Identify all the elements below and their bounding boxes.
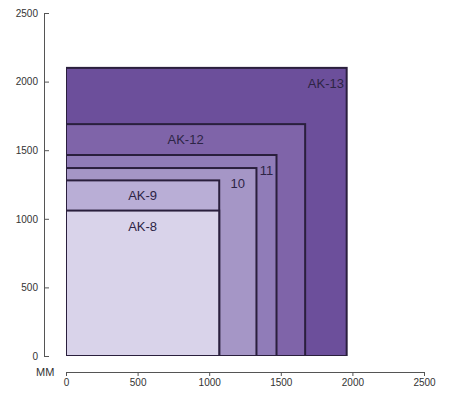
rectangles [66, 68, 347, 356]
x-tick-label: 2000 [342, 377, 365, 388]
rect-label: 11 [260, 163, 274, 178]
rect-labels: AK-8 AK-9 10 11 AK-12 AK-13 [128, 76, 344, 234]
y-tick-mark [44, 82, 49, 83]
y-tick: 0 [32, 351, 49, 362]
x-axis-title: MM [36, 366, 54, 378]
y-tick: 1500 [16, 145, 49, 156]
y-tick: 1000 [16, 214, 49, 225]
x-tick-label: 0 [64, 377, 70, 388]
y-tick-mark [44, 150, 49, 151]
x-tick: 1000 [199, 372, 222, 388]
y-tick-mark [44, 356, 49, 357]
x-tick: 2500 [413, 372, 436, 388]
x-axis: 0 500 1000 1500 2000 2500 [64, 372, 436, 388]
x-tick: 2000 [342, 372, 365, 388]
y-axis-line [44, 14, 45, 357]
size-rect [66, 211, 219, 356]
rect-label: AK-13 [308, 76, 344, 91]
x-tick: 500 [130, 372, 147, 388]
x-tick: 1500 [270, 372, 293, 388]
size-rect [66, 68, 347, 356]
x-tick-mark [424, 372, 425, 376]
y-tick-mark [44, 219, 49, 220]
x-tick-label: 500 [130, 377, 147, 388]
y-tick-label: 1500 [16, 145, 39, 156]
x-axis-line [67, 372, 425, 373]
rect-label: AK-12 [168, 132, 204, 147]
x-tick-mark [281, 372, 282, 376]
chart: 0 500 1000 1500 2000 2500 0 500 1000 1500 2000 2500… [0, 0, 449, 401]
y-tick: 2500 [16, 8, 49, 19]
y-tick-mark [44, 13, 49, 14]
y-tick-label: 2500 [16, 8, 39, 19]
size-rect [66, 124, 305, 356]
size-rect [66, 180, 219, 356]
rect-label: AK-9 [128, 188, 157, 203]
y-tick-label: 2000 [16, 76, 39, 87]
x-tick-mark [138, 372, 139, 376]
size-rect [66, 155, 277, 356]
x-tick: 0 [64, 372, 70, 388]
y-tick-label: 1000 [16, 214, 39, 225]
y-tick-label: 0 [32, 351, 38, 362]
rect-label: AK-8 [128, 219, 157, 234]
size-rect [66, 168, 256, 356]
x-tick-label: 1000 [199, 377, 222, 388]
x-tick-mark [66, 372, 67, 376]
y-tick-mark [44, 287, 49, 288]
x-tick-label: 1500 [270, 377, 293, 388]
y-tick: 2000 [16, 76, 49, 87]
y-axis: 0 500 1000 1500 2000 2500 [16, 8, 49, 362]
rect-label: 10 [231, 176, 245, 191]
x-tick-label: 2500 [413, 377, 436, 388]
y-tick-label: 500 [21, 282, 38, 293]
x-tick-mark [209, 372, 210, 376]
x-tick-mark [352, 372, 353, 376]
y-tick: 500 [21, 282, 49, 293]
